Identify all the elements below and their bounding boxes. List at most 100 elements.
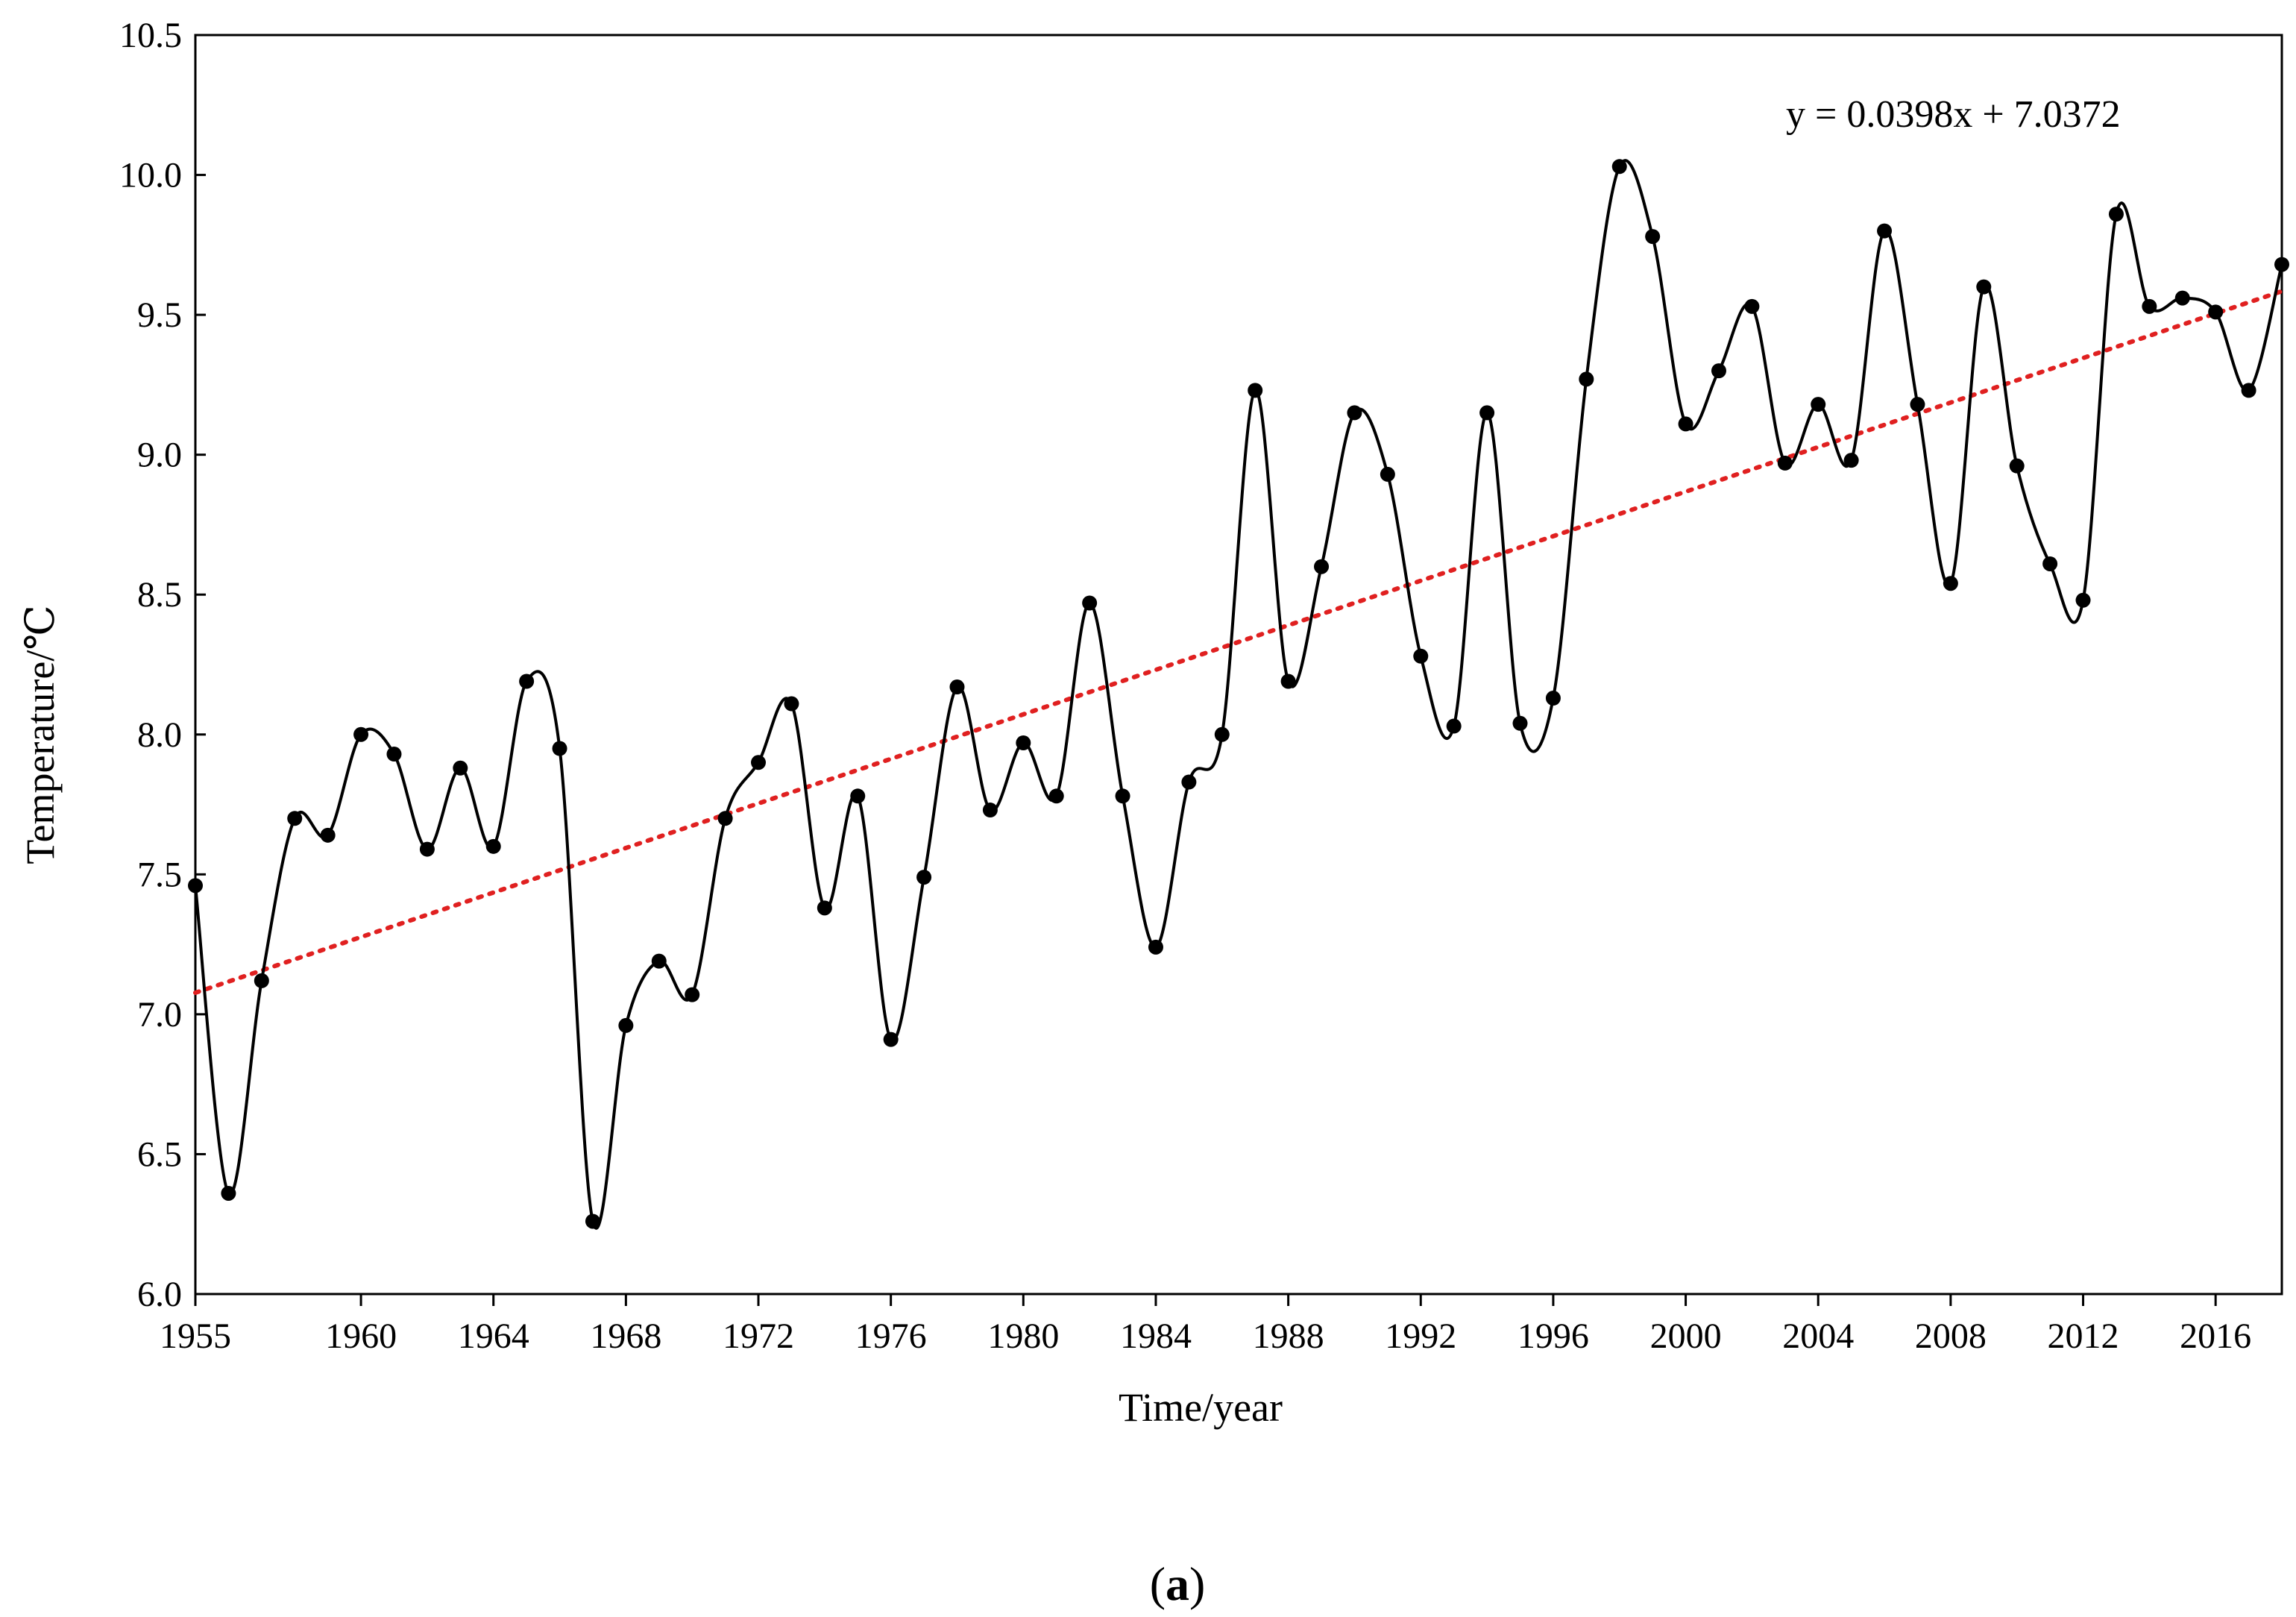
data-point [1280,674,1296,689]
x-axis-title: Time/year [1119,1385,1283,1430]
plot-frame [194,34,2283,1296]
data-point [2009,458,2025,474]
x-tick-label: 2000 [1650,1316,1722,1356]
data-point [817,900,832,916]
caption-close: ) [1189,1557,1205,1610]
data-point [2108,207,2124,222]
y-tick-label: 9.5 [137,295,182,335]
data-point [916,870,932,885]
caption-open: ( [1150,1557,1166,1610]
x-tick-label: 1980 [987,1316,1059,1356]
data-point [2241,383,2256,398]
data-point [1910,397,1925,412]
x-tick-label: 1968 [590,1316,661,1356]
data-point [850,788,866,804]
x-tick-label: 2016 [2180,1316,2251,1356]
data-point [552,741,567,756]
data-point [618,1017,634,1033]
y-tick-label: 6.5 [137,1134,182,1174]
data-point [585,1213,600,1229]
data-point [320,827,336,843]
data-point [1016,735,1031,751]
data-point [2142,298,2157,314]
axes [194,34,2283,1306]
data-point [519,674,535,689]
data-point [2274,257,2289,272]
x-tick-label: 1960 [325,1316,397,1356]
data-point [1678,416,1693,432]
x-tick-label: 1992 [1385,1316,1456,1356]
data-point [1115,788,1130,804]
data-point [1479,405,1495,421]
trend-line-group [193,289,2284,996]
data-point [1645,229,1661,245]
y-tick-label: 10.0 [119,156,182,195]
y-axis-title: Temperature/℃ [18,605,63,864]
data-point [2208,304,2224,320]
data-point [1579,371,1594,387]
data-point [2174,290,2190,306]
x-tick-label: 1955 [160,1316,231,1356]
x-tick-label: 1976 [855,1316,927,1356]
y-tick-label: 7.5 [137,855,182,894]
y-tick-label: 9.0 [137,436,182,475]
x-tick-label: 1996 [1517,1316,1589,1356]
y-tick-label: 10.5 [119,16,182,55]
data-point [685,987,700,1002]
data-point [386,747,402,762]
data-point [1711,363,1726,379]
data-point [453,760,468,776]
data-point [982,803,998,818]
data-point [287,811,303,826]
y-tick-label: 8.5 [137,575,182,615]
data-point [717,811,733,826]
x-tick-label: 2008 [1915,1316,1987,1356]
data-point [1512,715,1528,731]
data-point [1248,383,1263,398]
data-point [1048,788,1064,804]
data-point [949,679,965,695]
series-line [194,159,2283,1230]
data-point [1380,466,1395,482]
data-point [651,953,667,969]
x-tick-label: 1984 [1120,1316,1192,1356]
x-tick-label: 2012 [2048,1316,2119,1356]
data-point [1082,595,1098,611]
x-tick-label: 1964 [458,1316,529,1356]
data-point [883,1032,899,1047]
y-tick-label: 6.0 [137,1275,182,1314]
data-point [1811,397,1826,412]
trend-equation: y = 0.0398x + 7.0372 [1786,93,2121,136]
data-series-group [188,159,2289,1230]
data-point [1413,648,1429,664]
data-point [1877,223,1893,239]
data-point [188,878,203,894]
caption-label: a [1166,1557,1189,1610]
data-point [1777,455,1793,471]
data-point [1943,576,1958,591]
data-point [1181,774,1197,790]
data-point [1347,405,1362,421]
data-point [1545,691,1561,706]
figure-caption: (a) [1150,1557,1206,1610]
y-tick-label: 7.0 [137,995,182,1034]
data-point [784,696,799,712]
x-tick-label: 1972 [723,1316,794,1356]
data-point [751,755,767,770]
data-point [1744,298,1760,314]
data-point [2075,592,2091,608]
data-point [1314,559,1330,574]
data-point [254,973,269,988]
x-tick-label: 1988 [1253,1316,1324,1356]
data-point [1446,718,1462,734]
data-point [1611,159,1627,175]
data-point [1976,279,1992,295]
data-point [1214,726,1230,742]
data-point [485,838,501,854]
tick-labels-group: 6.0 6.5 7.0 7.5 8.0 8.5 9.0 9.5 10.0 10.5 1955 1960… [119,16,2251,1356]
data-point [1843,453,1859,468]
y-tick-label: 8.0 [137,715,182,755]
trend-line [193,289,2284,996]
data-point [221,1185,236,1201]
data-point [419,841,435,857]
